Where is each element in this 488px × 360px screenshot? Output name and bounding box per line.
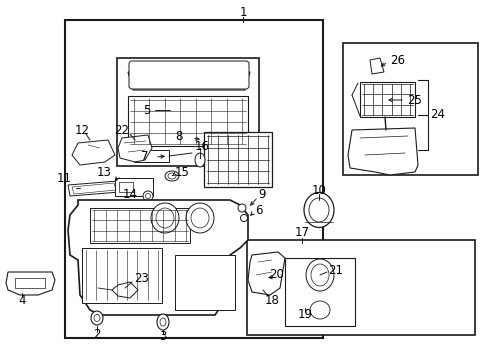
Text: 12: 12 [74,123,89,136]
Ellipse shape [156,208,174,228]
Text: 6: 6 [254,203,262,216]
Bar [175,255,235,310]
Ellipse shape [151,203,179,233]
Bar [138,148,146,152]
Polygon shape [112,282,138,298]
Text: 22: 22 [114,123,129,136]
Bar [285,258,354,326]
Text: 18: 18 [264,293,279,306]
Ellipse shape [94,315,100,321]
Polygon shape [72,140,115,165]
Ellipse shape [145,194,150,198]
Bar [342,43,477,175]
Text: 17: 17 [294,225,309,238]
Ellipse shape [157,314,169,330]
Text: 11: 11 [57,171,72,184]
Ellipse shape [304,193,333,228]
Bar [119,182,133,192]
Polygon shape [118,135,152,162]
Bar [203,132,271,187]
Text: 5: 5 [142,104,150,117]
Bar [90,208,190,243]
Polygon shape [6,272,55,295]
Bar [115,178,153,196]
Polygon shape [347,128,417,175]
Bar [15,278,45,288]
Ellipse shape [185,203,214,233]
Text: 3: 3 [159,330,166,343]
Ellipse shape [191,208,208,228]
Bar [134,150,169,162]
Ellipse shape [308,198,328,222]
Ellipse shape [238,204,245,212]
Text: 20: 20 [269,269,284,282]
Ellipse shape [91,311,103,325]
Text: 14: 14 [123,188,138,201]
Bar [128,96,247,146]
Bar [117,58,259,166]
Polygon shape [247,252,285,295]
Ellipse shape [240,215,247,221]
Text: 19: 19 [297,309,312,321]
Text: 16: 16 [195,140,209,153]
Text: 13: 13 [97,166,112,180]
Text: 10: 10 [311,184,326,197]
Ellipse shape [142,191,153,201]
Ellipse shape [309,301,329,319]
Bar [82,248,162,303]
Bar [246,240,474,335]
Text: 4: 4 [18,293,26,306]
Text: 2: 2 [93,328,101,342]
Polygon shape [68,200,247,315]
Bar [359,82,414,117]
Ellipse shape [168,173,176,179]
Text: 25: 25 [406,94,421,107]
Polygon shape [72,183,116,194]
Bar [65,20,323,338]
FancyBboxPatch shape [129,61,248,89]
Polygon shape [128,72,249,90]
Text: 24: 24 [429,108,444,122]
Text: 9: 9 [258,188,265,201]
Ellipse shape [164,171,179,181]
Text: 15: 15 [175,166,189,179]
Text: 26: 26 [389,54,404,67]
Text: 8: 8 [175,130,183,143]
Ellipse shape [310,264,328,286]
Text: 7: 7 [140,150,148,163]
Polygon shape [369,58,383,74]
Text: 1: 1 [239,5,246,18]
Polygon shape [68,181,120,196]
Text: 23: 23 [134,271,149,284]
Ellipse shape [195,153,204,167]
Text: 21: 21 [327,264,342,276]
Ellipse shape [305,259,333,291]
Ellipse shape [160,318,165,326]
